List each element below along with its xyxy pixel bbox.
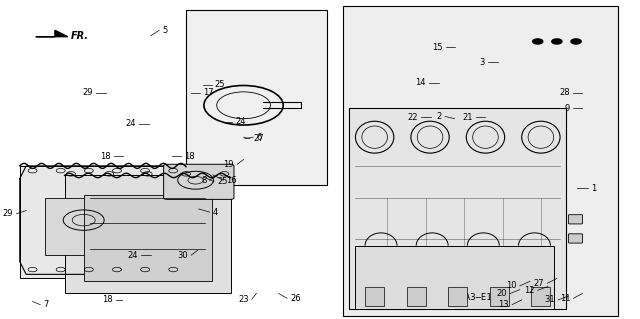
Text: 24: 24 — [236, 117, 246, 126]
Bar — [490, 287, 509, 306]
Bar — [65, 175, 231, 293]
Circle shape — [552, 39, 562, 44]
Text: 14: 14 — [415, 78, 426, 87]
Text: 7: 7 — [44, 300, 49, 309]
Bar — [531, 287, 550, 306]
Text: 18: 18 — [184, 152, 195, 161]
Text: 8: 8 — [201, 176, 207, 185]
Text: 27: 27 — [253, 134, 264, 143]
Text: 21: 21 — [462, 113, 472, 122]
Circle shape — [532, 39, 543, 44]
Text: 12: 12 — [524, 286, 534, 295]
Text: 9: 9 — [564, 104, 570, 113]
Circle shape — [571, 39, 581, 44]
Text: 24: 24 — [125, 119, 136, 128]
Text: 18: 18 — [102, 295, 113, 304]
Text: 1: 1 — [591, 184, 596, 193]
Bar — [349, 108, 566, 309]
Text: 11: 11 — [560, 294, 570, 303]
Text: 22: 22 — [408, 113, 418, 122]
Bar — [406, 287, 426, 306]
Text: 2: 2 — [436, 112, 442, 121]
Text: 20: 20 — [497, 289, 507, 298]
Text: 16: 16 — [227, 176, 237, 185]
Text: 27: 27 — [534, 279, 544, 288]
FancyBboxPatch shape — [164, 164, 234, 199]
Text: 13: 13 — [499, 300, 509, 309]
Text: 29: 29 — [3, 209, 13, 218]
Text: 3: 3 — [479, 58, 484, 67]
Text: 28: 28 — [559, 88, 570, 97]
Text: 24: 24 — [127, 251, 138, 260]
Polygon shape — [36, 30, 68, 37]
Bar — [448, 287, 467, 306]
Text: 5: 5 — [163, 26, 168, 35]
Text: 18: 18 — [100, 152, 111, 161]
Bar — [84, 195, 212, 281]
Text: 29: 29 — [83, 88, 93, 97]
Bar — [45, 198, 161, 255]
Text: 19: 19 — [223, 160, 234, 169]
Text: 25: 25 — [218, 177, 228, 186]
Text: 4: 4 — [213, 208, 218, 217]
Text: 10: 10 — [506, 281, 516, 290]
Text: 26: 26 — [290, 294, 301, 303]
Bar — [355, 246, 554, 309]
Text: 23: 23 — [238, 295, 249, 304]
Text: FR.: FR. — [71, 31, 89, 41]
FancyBboxPatch shape — [568, 215, 582, 224]
Text: 17: 17 — [204, 88, 214, 97]
Text: 31: 31 — [545, 295, 555, 304]
Bar — [20, 166, 186, 278]
Text: 6: 6 — [257, 133, 262, 142]
Text: S5A3–E1400: S5A3–E1400 — [454, 293, 508, 302]
Text: 15: 15 — [432, 43, 442, 52]
Text: 25: 25 — [215, 80, 225, 89]
Text: 30: 30 — [177, 251, 188, 260]
Bar — [186, 10, 326, 185]
FancyBboxPatch shape — [568, 234, 582, 243]
Bar — [365, 287, 384, 306]
Bar — [342, 6, 618, 316]
